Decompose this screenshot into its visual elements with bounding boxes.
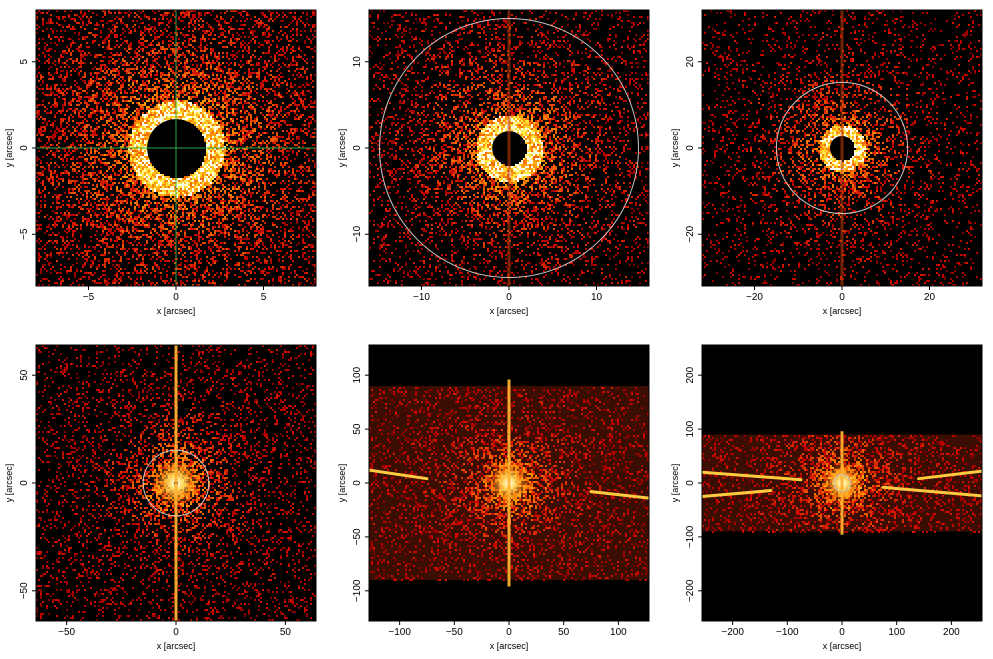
readout-streak xyxy=(507,10,511,286)
y-tick-label: −100 xyxy=(685,525,696,548)
x-tick-label: 0 xyxy=(506,627,512,638)
panel-4: −50 0 50 −50 0 50 x [arcsec] y [arcsec] xyxy=(4,344,317,651)
x-tick-label: 0 xyxy=(839,627,845,638)
panel-2: −10 0 10 −10 0 10 x [arcsec] y [arcsec] xyxy=(337,9,650,316)
panel-3: −20 0 20 −20 0 20 x [arcsec] y [arcsec] xyxy=(670,9,983,316)
y-tick-label: 0 xyxy=(19,480,30,486)
y-tick-label: 0 xyxy=(352,480,363,486)
x-tick-label: −100 xyxy=(388,627,411,638)
image-pixels xyxy=(369,10,649,286)
dispersed-arm xyxy=(589,490,649,500)
dispersed-arm xyxy=(881,485,982,498)
x-tick-label: −20 xyxy=(746,292,763,303)
dispersed-arm xyxy=(702,489,773,498)
image-pixels xyxy=(369,387,649,581)
y-tick-label: −20 xyxy=(685,225,696,242)
dispersed-arm xyxy=(702,470,803,482)
x-tick-label: −100 xyxy=(776,627,799,638)
y-axis-label: y [arcsec] xyxy=(4,464,14,503)
x-tick-label: 100 xyxy=(610,627,627,638)
y-axis-label: y [arcsec] xyxy=(337,129,347,168)
image-pixels xyxy=(36,345,316,621)
y-tick-label: 50 xyxy=(19,369,30,381)
x-axis-label: x [arcsec] xyxy=(490,306,529,316)
x-tick-label: −10 xyxy=(413,292,430,303)
panel-5: −100 −50 0 50 100 −100 −50 0 50 100 x [arcsec] y [a… xyxy=(337,344,650,651)
y-tick-label: −10 xyxy=(352,225,363,242)
x-tick-label: 100 xyxy=(888,627,905,638)
y-tick-label: 100 xyxy=(352,366,363,383)
y-tick-label: 10 xyxy=(352,56,363,68)
y-tick-label: −5 xyxy=(19,228,30,240)
x-tick-label: 0 xyxy=(839,292,845,303)
y-tick-label: 200 xyxy=(685,366,696,383)
y-tick-label: −50 xyxy=(19,582,30,599)
y-tick-label: −100 xyxy=(352,579,363,602)
panel-image xyxy=(36,345,316,621)
y-axis-label: y [arcsec] xyxy=(4,129,14,168)
panel-image xyxy=(369,345,649,621)
extraction-region-circle xyxy=(379,18,639,278)
y-tick-label: −200 xyxy=(685,579,696,602)
panel-6: −200 −100 0 100 200 −200 −100 0 100 200 x [arcsec]… xyxy=(670,344,983,651)
y-axis-label: y [arcsec] xyxy=(337,464,347,503)
y-axis-label: y [arcsec] xyxy=(670,464,680,503)
image-pixels xyxy=(36,10,316,286)
y-tick-label: 20 xyxy=(685,56,696,68)
dispersed-arm xyxy=(917,469,982,481)
x-tick-label: 0 xyxy=(173,627,179,638)
x-axis-label: x [arcsec] xyxy=(490,641,529,651)
x-tick-label: 200 xyxy=(943,627,960,638)
y-tick-label: 50 xyxy=(352,423,363,435)
x-tick-label: 5 xyxy=(261,292,267,303)
y-axis-label: y [arcsec] xyxy=(670,129,680,168)
x-tick-label: 50 xyxy=(558,627,570,638)
x-tick-label: 0 xyxy=(506,292,512,303)
readout-streak xyxy=(840,10,844,286)
y-tick-label: 100 xyxy=(685,420,696,437)
panel-image xyxy=(702,10,982,286)
x-tick-label: −200 xyxy=(721,627,744,638)
panel-1: −5 0 5 −5 0 5 x [arcsec] y [arcsec] xyxy=(4,9,317,316)
y-tick-label: 0 xyxy=(685,480,696,486)
y-tick-label: −50 xyxy=(352,528,363,545)
x-tick-label: 10 xyxy=(591,292,603,303)
x-tick-label: −5 xyxy=(83,292,95,303)
x-tick-label: −50 xyxy=(58,627,75,638)
x-tick-label: 20 xyxy=(924,292,936,303)
x-tick-label: 50 xyxy=(280,627,292,638)
image-pixels xyxy=(702,10,982,286)
readout-streak xyxy=(174,345,178,621)
readout-streak xyxy=(507,379,511,587)
dispersed-arm xyxy=(369,468,429,481)
panel-image xyxy=(36,10,316,286)
x-tick-label: 0 xyxy=(173,292,179,303)
x-axis-label: x [arcsec] xyxy=(157,306,196,316)
panel-image xyxy=(702,345,982,621)
readout-streak xyxy=(840,431,844,535)
y-tick-label: 5 xyxy=(19,59,30,65)
x-axis-label: x [arcsec] xyxy=(157,641,196,651)
panel-image xyxy=(369,10,649,286)
extraction-region-circle xyxy=(775,81,909,215)
y-tick-label: 0 xyxy=(352,145,363,151)
x-axis-label: x [arcsec] xyxy=(823,306,862,316)
extraction-region-circle xyxy=(142,449,210,517)
x-tick-label: −50 xyxy=(446,627,463,638)
extraction-region-circle xyxy=(833,474,851,492)
y-tick-label: 0 xyxy=(685,145,696,151)
y-tick-label: 0 xyxy=(19,145,30,151)
x-axis-label: x [arcsec] xyxy=(823,641,862,651)
